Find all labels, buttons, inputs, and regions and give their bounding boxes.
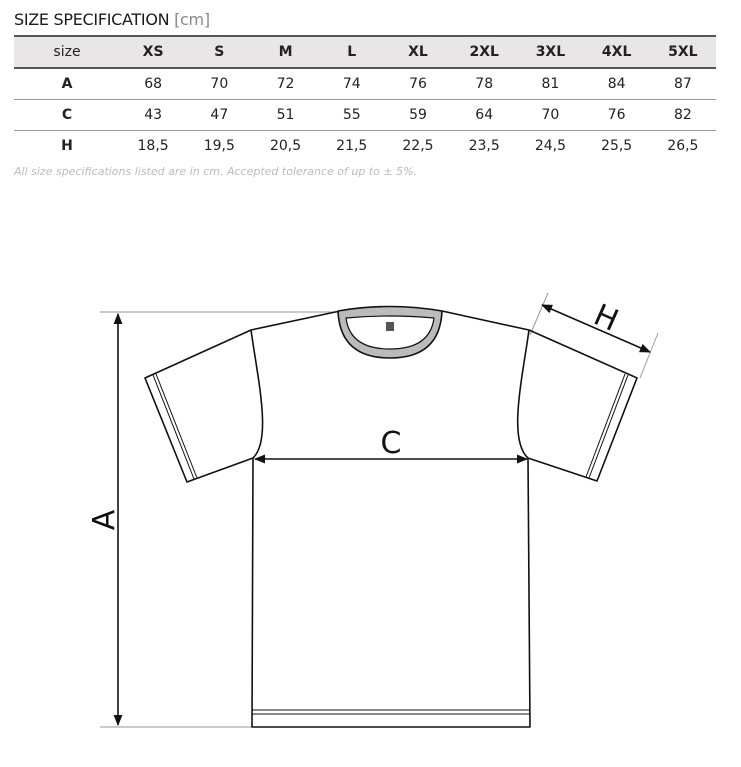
header-cell: S bbox=[186, 35, 253, 69]
shirt-outline bbox=[144, 310, 638, 728]
table-cell: 47 bbox=[186, 99, 253, 131]
header-cell: 5XL bbox=[649, 35, 716, 69]
header-cell: XL bbox=[384, 35, 452, 69]
table-cell: 55 bbox=[318, 99, 385, 131]
brand-label-icon bbox=[386, 322, 394, 331]
table-cell: 19,5 bbox=[203, 138, 235, 154]
header-cell: L bbox=[318, 35, 385, 69]
dimension-h bbox=[540, 304, 652, 353]
table-cell: 51 bbox=[252, 99, 319, 131]
title-unit: [cm] bbox=[174, 10, 210, 29]
table-cell: 84 bbox=[583, 68, 650, 100]
label-a: A bbox=[87, 509, 122, 530]
table-cell: 25,5 bbox=[601, 138, 633, 154]
table-cell: 68 bbox=[120, 68, 187, 100]
table-cell: 21,5 bbox=[336, 138, 368, 154]
label-c: C bbox=[381, 426, 402, 461]
guide-h-1 bbox=[529, 292, 549, 336]
header-cell: 4XL bbox=[583, 35, 650, 69]
row-label: C bbox=[14, 99, 120, 131]
header-cell: 2XL bbox=[451, 35, 518, 69]
table-cell: 64 bbox=[451, 99, 518, 131]
table-cell: 24,5 bbox=[534, 138, 566, 154]
row-label: H bbox=[61, 138, 73, 154]
table-cell: 76 bbox=[583, 99, 650, 131]
table-cell: 26,5 bbox=[667, 138, 699, 154]
table-cell: 22,5 bbox=[402, 138, 434, 154]
table-cell: 18,5 bbox=[137, 138, 169, 154]
table-row: H 18,5 19,5 20,5 21,5 22,5 23,5 24,5 25,5 26,5 bbox=[14, 131, 716, 162]
table-cell: 82 bbox=[649, 99, 716, 131]
header-cell: XS bbox=[120, 35, 187, 69]
header-cell: 3XL bbox=[517, 35, 584, 69]
table-cell: 78 bbox=[451, 68, 518, 100]
table-cell: 76 bbox=[384, 68, 452, 100]
table-cell: 59 bbox=[384, 99, 452, 131]
table-row: A 68 70 72 74 76 78 81 84 87 bbox=[14, 68, 716, 100]
table-cell: 74 bbox=[318, 68, 385, 100]
right-armhole bbox=[516, 329, 530, 459]
tolerance-note: All size specifications listed are in cm… bbox=[14, 165, 418, 178]
size-table: size XS S M L XL 2XL 3XL 4XL 5XL A 68 70 72… bbox=[14, 35, 716, 161]
left-armhole bbox=[250, 329, 264, 459]
right-cuff-seam bbox=[585, 373, 626, 478]
table-cell: 23,5 bbox=[468, 138, 500, 154]
table-row: C 43 47 51 55 59 64 70 76 82 bbox=[14, 99, 716, 131]
table-cell: 81 bbox=[517, 68, 584, 100]
header-cell: M bbox=[252, 35, 319, 69]
table-cell: 20,5 bbox=[269, 138, 302, 154]
table-header-row: size XS S M L XL 2XL 3XL 4XL 5XL bbox=[14, 35, 716, 69]
table-cell: 72 bbox=[252, 68, 319, 100]
label-h: H bbox=[588, 298, 623, 339]
header-cell: size bbox=[14, 35, 120, 69]
left-cuff-seam bbox=[155, 373, 198, 479]
right-cuff-seam bbox=[588, 374, 629, 479]
row-label: A bbox=[14, 68, 120, 100]
collar-inner bbox=[345, 315, 435, 350]
table-cell: 43 bbox=[120, 99, 187, 131]
page-title: SIZE SPECIFICATION [cm] bbox=[14, 10, 210, 29]
title-text: SIZE SPECIFICATION bbox=[14, 10, 170, 29]
table-cell: 70 bbox=[186, 68, 253, 100]
table-cell: 70 bbox=[517, 99, 584, 131]
guide-h-2 bbox=[639, 332, 659, 379]
left-cuff-seam bbox=[152, 374, 195, 480]
table-cell: 87 bbox=[649, 68, 716, 100]
